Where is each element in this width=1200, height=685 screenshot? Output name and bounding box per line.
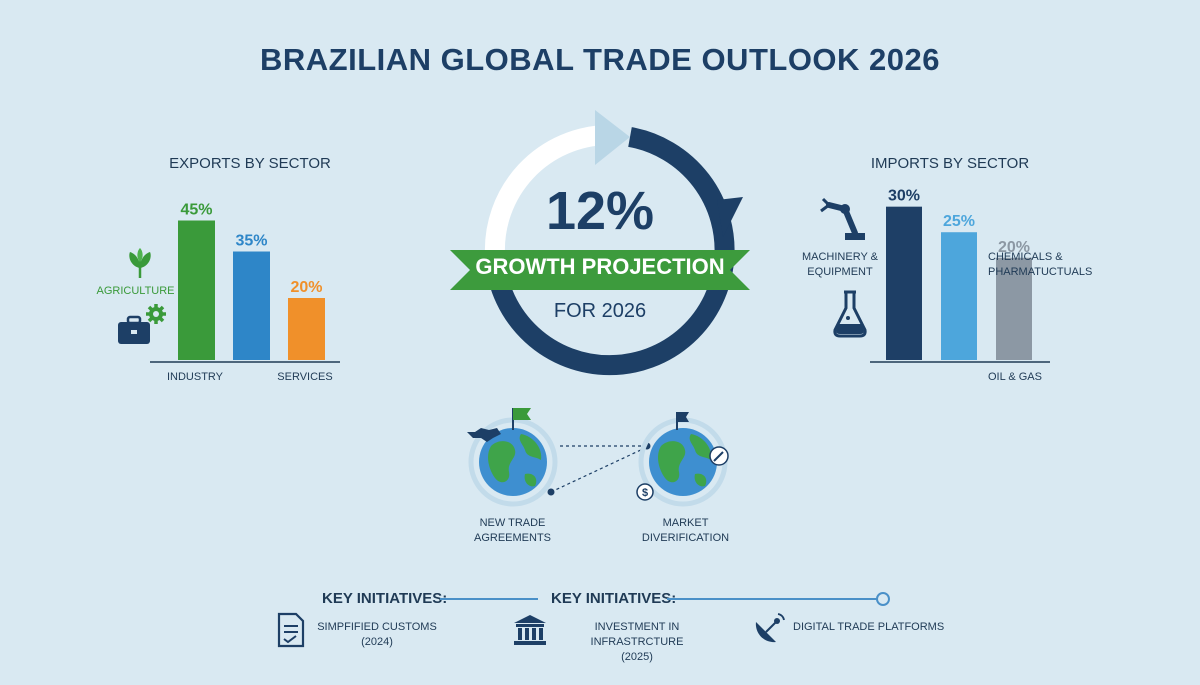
gear-icon [146,304,166,324]
growth-banner [450,250,750,290]
bar-value-label-1: 45% [180,202,212,219]
connector-line-diag [550,447,646,493]
agriculture-plant-icon [129,248,151,278]
bar-2 [941,232,977,360]
initiative-1-line2: (2024) [361,636,393,648]
initiatives-header-2: KEY INITIATIVES: [551,590,677,607]
page-title: BRAZILIAN GLOBAL TRADE OUTLOOK 2026 [259,42,941,77]
exports-chart-title: EXPORTS BY SECTOR [169,155,331,172]
bar-value-label-1: 30% [888,188,920,205]
initiative-3-label: DIGITAL TRADE PLATFORMS [793,621,945,633]
flag-green-icon [512,408,531,430]
svg-text:$: $ [642,487,648,499]
handshake-icon [467,428,501,442]
initiative-2-line2: (2025) [621,651,653,663]
growth-cycle-graphic [484,110,743,376]
globe-left-label: NEW TRADE AGREEMENTS [473,517,551,544]
globe-right-label: MARKET DIVERIFICATION [641,517,730,544]
growth-value: 12% [545,181,655,241]
briefcase-icon [118,315,150,344]
exports-label-agriculture: AGRICULTURE [96,285,175,297]
bar-value-label-2: 35% [235,233,267,250]
cycle-arrow-navy-icon [717,197,743,237]
bar-3 [288,298,325,360]
flask-icon [833,290,867,338]
robot-arm-icon [820,197,865,240]
gavel-icon [709,446,729,466]
dollar-icon: $ [636,483,654,501]
bar-value-label-3: 20% [998,239,1030,256]
flag-navy-icon [676,412,689,430]
growth-sub: FOR 2026 [553,300,647,322]
exports-label-industry: INDUSTRY [166,371,224,383]
bar-1 [178,220,215,360]
satellite-dish-icon [755,613,785,643]
imports-chart: 30% 25% 20% [870,188,1050,363]
exports-chart: 45% 35% 20% [150,202,340,363]
document-icon [277,612,305,648]
imports-chart-title: IMPORTS BY SECTOR [870,155,1030,172]
initiative-2-line1: INVESTMENT IN INFRASTRCTURE [590,621,684,648]
growth-arc-white [484,125,608,256]
cycle-arrow-light-icon [595,110,630,165]
imports-label-oil-gas: OIL & GAS [987,371,1042,383]
imports-label-machinery: MACHINERY & EQUIPMENT [801,251,878,278]
growth-label: GROWTH PROJECTION [475,254,725,279]
exports-label-services: SERVICES [277,371,333,383]
bar-value-label-2: 25% [943,213,975,230]
bar-3 [996,257,1032,360]
initiatives-line-1 [440,598,538,600]
bar-value-label-3: 20% [290,279,322,296]
imports-label-chemicals: CHEMICALS & PHARMATUCTUALS [988,251,1093,278]
bar-2 [233,251,270,360]
globe-left-icon [468,417,558,507]
initiative-2-label: INVESTMENT IN INFRASTRCTURE (2025) [548,620,726,665]
bar-1 [886,206,922,360]
briefcase-gear-icon [118,304,166,344]
timeline-end-dot [876,592,890,606]
initiatives-header-1: KEY INITIATIVES: [322,590,448,607]
growth-arc-navy [485,127,735,376]
globes-graphic: $ [467,408,729,507]
initiative-1-label: SIMPFIFIED CUSTOMS (2024) [312,620,442,650]
initiatives-line-2 [667,598,877,600]
initiative-1-line1: SIMPFIFIED CUSTOMS [317,621,437,633]
bank-icon [514,615,546,645]
